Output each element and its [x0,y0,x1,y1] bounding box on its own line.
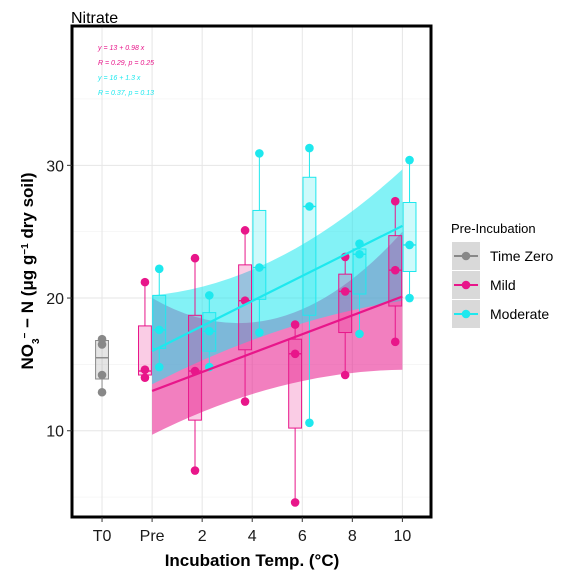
data-point [340,370,350,380]
x-tick-label: 4 [248,528,257,545]
y-label-main: NO [18,344,37,370]
regression-lines [151,224,403,392]
box-body [252,209,267,300]
legend: Pre-Incubation Time Zero Mild Moderate [451,221,553,328]
data-point [240,397,250,406]
x-tick-label: Pre [140,528,165,545]
regression-annotations: y = 13 + 0.98 x R = 0.29, p = 0.25 y = 16 … [97,45,154,97]
data-point [154,325,164,335]
legend-item-time-zero: Time Zero [452,242,553,270]
x-tick-label: 2 [198,528,207,545]
x-tick-label: 6 [298,528,307,545]
data-point [405,240,414,250]
legend-item-mild: Mild [452,271,516,299]
box-moderate [252,149,267,337]
y-label-rest: − N (μg g [18,255,37,333]
data-point [405,155,414,165]
data-point [140,373,150,382]
data-point [97,370,107,380]
y-tick-label: 10 [46,424,64,441]
data-point [355,329,364,339]
data-point [390,196,400,206]
plot-border [70,24,433,519]
box-moderate [402,155,417,303]
box-mild [288,320,303,507]
y-axis-ticks: 10 20 30 [46,158,72,441]
data-point [154,264,164,274]
data-point [255,328,264,337]
legend-title: Pre-Incubation [451,221,536,236]
ci-band-mild [152,231,403,435]
data-point [140,365,150,375]
y-label-sup1: − [20,332,31,338]
data-point [97,387,107,397]
box-body [302,176,317,316]
legend-key-point [461,309,471,319]
regression-line-mild [151,295,403,392]
data-point [154,362,164,372]
data-point [140,277,150,287]
x-tick-label: 8 [348,528,357,545]
box-body [288,338,303,429]
legend-label: Time Zero [490,248,553,264]
box-body [338,273,353,334]
data-point [305,202,314,211]
data-point [255,149,264,158]
box-body [152,294,167,349]
legend-label: Mild [490,277,516,293]
box-moderate [302,143,317,428]
data-point [290,349,300,359]
y-tick-label: 20 [46,291,64,308]
chart-title: Nitrate [71,10,118,27]
box-mild [188,253,202,475]
y-axis-title: NO3− − N (μg g−1 dry soil) [18,172,42,369]
data-point [305,143,314,153]
legend-label: Moderate [490,306,549,322]
data-point [205,326,214,336]
box-time-zero [95,334,109,397]
legend-key-point [461,251,471,261]
legend-item-moderate: Moderate [452,300,549,328]
data-point [290,320,300,329]
x-tick-label: T0 [93,528,112,545]
data-point [355,249,364,259]
x-axis-title: Incubation Temp. (°C) [165,551,340,570]
data-point [97,334,107,344]
x-axis-ticks: T0 Pre 2 4 6 8 10 [93,517,411,545]
data-point [255,263,264,272]
box-moderate [152,264,167,372]
y-tick-label: 30 [46,158,64,175]
box-mild [138,277,152,382]
data-point [240,226,250,235]
box-body [402,201,417,272]
y-label-end: dry soil) [18,172,37,243]
data-point [290,498,300,507]
data-point [190,253,200,263]
data-point [190,466,200,475]
data-point [305,418,314,428]
box-body [352,248,367,295]
box-moderate [202,291,217,372]
data-point [390,337,400,347]
regression-line-moderate [151,224,403,353]
data-point [340,287,350,296]
regression-equation: R = 0.37, p = 0.13 [98,90,154,97]
y-label-sub: 3 [31,338,42,344]
regression-equation: y = 13 + 0.98 x [97,45,145,52]
y-label-sup2: −1 [20,243,31,255]
data-point [390,265,400,275]
x-tick-label: 10 [393,528,411,545]
legend-key-point [461,280,471,290]
regression-equation: R = 0.29, p = 0.25 [98,60,154,67]
data-point [405,293,414,303]
data-point [205,291,214,300]
regression-equation: y = 16 + 1.3 x [97,75,141,82]
